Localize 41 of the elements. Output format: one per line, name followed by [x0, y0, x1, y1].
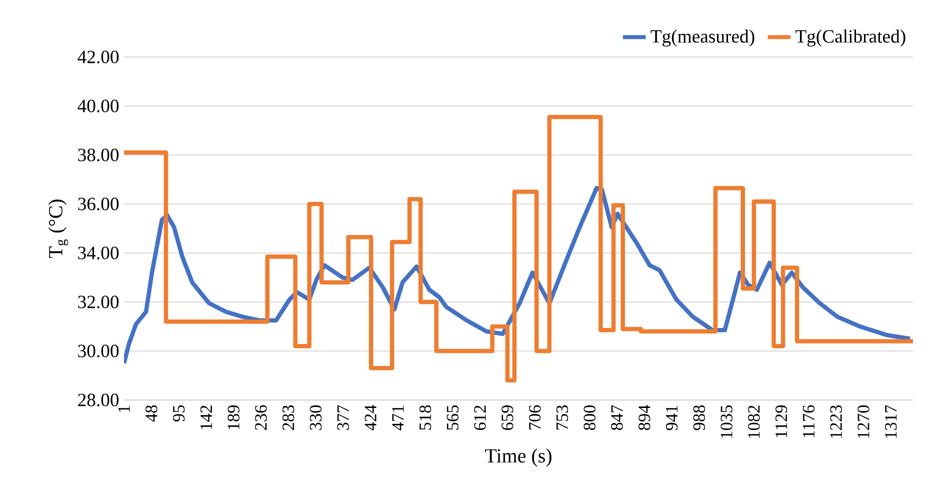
y-tick-label: 32.00	[78, 296, 119, 308]
x-tick-label: 988	[693, 405, 705, 430]
x-tick-label: 706	[528, 405, 541, 430]
x-tick-label: 941	[666, 406, 678, 430]
x-tick-label: 1223	[830, 405, 842, 438]
x-tick-label: 1035	[720, 405, 732, 438]
x-tick-label: 189	[228, 405, 240, 430]
x-tick-label: 330	[310, 405, 322, 430]
y-tick-label: 30.00	[78, 344, 119, 358]
x-tick-label: 1317	[885, 405, 897, 438]
x-tick-label: 847	[611, 405, 623, 430]
x-tick-label: 236	[255, 405, 267, 430]
x-tick-label: 1270	[858, 405, 870, 438]
y-tick-label: 28.00	[78, 394, 119, 406]
x-tick-label: 612	[474, 406, 486, 430]
legend-label: Tg(Calibrated)	[795, 30, 906, 47]
x-tick-label: 1176	[802, 405, 815, 438]
x-tick-label: 659	[502, 405, 514, 430]
x-tick-label: 48	[146, 405, 158, 422]
x-tick-label: 471	[392, 406, 404, 430]
y-tick-label: 34.00	[78, 246, 119, 260]
y-tick-label: 38.00	[78, 148, 119, 162]
x-tick-label: 424	[364, 404, 376, 430]
x-tick-label: 1082	[748, 406, 760, 438]
x-tick-label: 1	[118, 406, 130, 412]
y-tick-label: 40.00	[78, 100, 119, 112]
x-tick-label: 142	[200, 406, 212, 430]
y-axis-title: T$_{g}$ (°C)	[48, 200, 68, 258]
y-tick-label: 42.00	[78, 50, 119, 64]
legend-label: Tg(measured)	[650, 30, 754, 47]
x-tick-label: 95	[172, 405, 185, 422]
x-tick-label: 1129	[775, 405, 788, 438]
y-tick-label: 36.00	[78, 198, 119, 210]
x-tick-label: 894	[638, 404, 650, 430]
x-tick-label: 565	[446, 405, 458, 430]
x-tick-label: 283	[282, 405, 294, 430]
x-tick-label: 518	[419, 405, 432, 430]
x-tick-label: 753	[556, 405, 568, 430]
x-tick-label: 800	[584, 405, 596, 430]
x-tick-label: 377	[337, 405, 349, 430]
x-axis-title: Time (s)	[485, 448, 552, 467]
